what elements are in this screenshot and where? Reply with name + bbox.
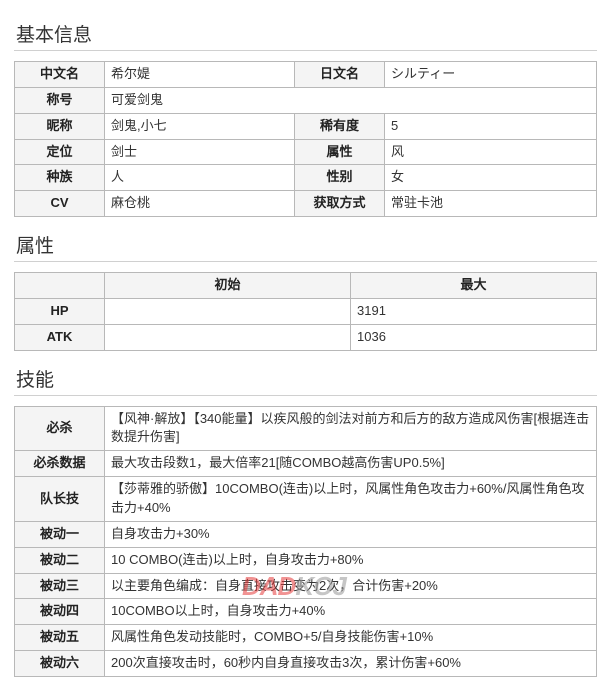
value-gender: 女 <box>385 165 597 191</box>
stats-header-max: 最大 <box>351 273 597 299</box>
skill-label: 被动二 <box>15 547 105 573</box>
label-gender: 性别 <box>295 165 385 191</box>
skill-desc: 自身攻击力+30% <box>105 521 597 547</box>
label-element: 属性 <box>295 139 385 165</box>
value-nickname: 剑鬼,小七 <box>105 113 295 139</box>
skill-desc: 以主要角色编成：自身直接攻击变为2次，合计伤害+20% <box>105 573 597 599</box>
skill-label: 被动四 <box>15 599 105 625</box>
table-row: 称号 可爱剑鬼 <box>15 87 597 113</box>
value-obtain: 常驻卡池 <box>385 191 597 217</box>
stats-label-atk: ATK <box>15 324 105 350</box>
label-obtain: 获取方式 <box>295 191 385 217</box>
table-row: HP 3191 <box>15 298 597 324</box>
label-jp-name: 日文名 <box>295 62 385 88</box>
skill-desc: 最大攻击段数1，最大倍率21[随COMBO越高伤害UP0.5%] <box>105 451 597 477</box>
skill-label: 被动六 <box>15 651 105 677</box>
skill-label: 必杀数据 <box>15 451 105 477</box>
stats-atk-initial <box>105 324 351 350</box>
label-cn-name: 中文名 <box>15 62 105 88</box>
basic-info-table: 中文名 希尔媞 日文名 シルティー 称号 可爱剑鬼 昵称 剑鬼,小七 稀有度 5… <box>14 61 597 217</box>
value-jp-name: シルティー <box>385 62 597 88</box>
label-title: 称号 <box>15 87 105 113</box>
stats-label-hp: HP <box>15 298 105 324</box>
table-row: 被动五风属性角色发动技能时，COMBO+5/自身技能伤害+10% <box>15 625 597 651</box>
section-header-skills: 技能 <box>14 361 597 396</box>
skill-desc: 风属性角色发动技能时，COMBO+5/自身技能伤害+10% <box>105 625 597 651</box>
label-cv: CV <box>15 191 105 217</box>
value-title: 可爱剑鬼 <box>105 87 597 113</box>
section-header-stats: 属性 <box>14 227 597 262</box>
label-race: 种族 <box>15 165 105 191</box>
skill-label: 必杀 <box>15 406 105 451</box>
table-row: 被动一自身攻击力+30% <box>15 521 597 547</box>
table-row: CV 麻仓桃 获取方式 常驻卡池 <box>15 191 597 217</box>
value-element: 风 <box>385 139 597 165</box>
table-row: 队长技【莎蒂雅的骄傲】10COMBO(连击)以上时，风属性角色攻击力+60%/风… <box>15 477 597 522</box>
value-rarity: 5 <box>385 113 597 139</box>
table-row: 必杀数据最大攻击段数1，最大倍率21[随COMBO越高伤害UP0.5%] <box>15 451 597 477</box>
skill-desc: 10 COMBO(连击)以上时，自身攻击力+80% <box>105 547 597 573</box>
table-row: 昵称 剑鬼,小七 稀有度 5 <box>15 113 597 139</box>
stats-corner <box>15 273 105 299</box>
stats-header-initial: 初始 <box>105 273 351 299</box>
label-role: 定位 <box>15 139 105 165</box>
stats-atk-max: 1036 <box>351 324 597 350</box>
table-row: 种族 人 性别 女 <box>15 165 597 191</box>
table-row: 被动六200次直接攻击时，60秒内自身直接攻击3次，累计伤害+60% <box>15 651 597 677</box>
stats-hp-max: 3191 <box>351 298 597 324</box>
skill-desc: 【莎蒂雅的骄傲】10COMBO(连击)以上时，风属性角色攻击力+60%/风属性角… <box>105 477 597 522</box>
skills-table: 必杀【风神·解放】【340能量】以疾风般的剑法对前方和后方的敌方造成风伤害[根据… <box>14 406 597 677</box>
skill-label: 被动一 <box>15 521 105 547</box>
value-race: 人 <box>105 165 295 191</box>
skill-label: 队长技 <box>15 477 105 522</box>
label-rarity: 稀有度 <box>295 113 385 139</box>
table-row: ATK 1036 <box>15 324 597 350</box>
table-row: 中文名 希尔媞 日文名 シルティー <box>15 62 597 88</box>
table-row: 定位 剑士 属性 风 <box>15 139 597 165</box>
skill-label: 被动三 <box>15 573 105 599</box>
section-header-basic: 基本信息 <box>14 16 597 51</box>
stats-table: 初始 最大 HP 3191 ATK 1036 <box>14 272 597 351</box>
value-cv: 麻仓桃 <box>105 191 295 217</box>
table-row: 被动三以主要角色编成：自身直接攻击变为2次，合计伤害+20% <box>15 573 597 599</box>
value-role: 剑士 <box>105 139 295 165</box>
table-row: 被动二10 COMBO(连击)以上时，自身攻击力+80% <box>15 547 597 573</box>
table-row: 被动四10COMBO以上时，自身攻击力+40% <box>15 599 597 625</box>
table-row: 必杀【风神·解放】【340能量】以疾风般的剑法对前方和后方的敌方造成风伤害[根据… <box>15 406 597 451</box>
skill-label: 被动五 <box>15 625 105 651</box>
skill-desc: 【风神·解放】【340能量】以疾风般的剑法对前方和后方的敌方造成风伤害[根据连击… <box>105 406 597 451</box>
skill-desc: 10COMBO以上时，自身攻击力+40% <box>105 599 597 625</box>
table-row: 初始 最大 <box>15 273 597 299</box>
stats-hp-initial <box>105 298 351 324</box>
label-nickname: 昵称 <box>15 113 105 139</box>
skill-desc: 200次直接攻击时，60秒内自身直接攻击3次，累计伤害+60% <box>105 651 597 677</box>
value-cn-name: 希尔媞 <box>105 62 295 88</box>
